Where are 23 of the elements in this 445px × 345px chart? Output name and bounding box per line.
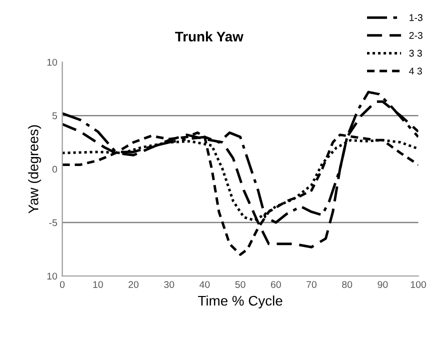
x-tick-label: 80 <box>342 281 352 288</box>
x-tick-label: 100 <box>410 281 426 288</box>
y-tick-label: 10 <box>47 58 58 66</box>
y-tick-label: -5 <box>49 219 58 226</box>
x-tick-label: 50 <box>235 281 246 288</box>
legend-label: 1-3 <box>410 14 422 22</box>
legend-label: 2-3 <box>409 32 422 39</box>
y-tick-label: 0 <box>52 166 58 173</box>
x-axis-title: Time % Cycle <box>198 295 282 308</box>
x-tick-label: 70 <box>306 281 317 288</box>
x-tick-label: 10 <box>93 281 103 288</box>
x-tick-label: 20 <box>128 281 139 288</box>
x-tick-label: 0 <box>60 281 65 288</box>
legend-label: 4 3 <box>409 68 422 75</box>
y-tick-label: 5 <box>52 112 58 120</box>
legend-label: 3 3 <box>409 50 422 57</box>
x-tick-label: 90 <box>378 281 388 288</box>
x-tick-label: 60 <box>270 281 281 288</box>
y-tick-label: 10 <box>47 272 58 280</box>
chart-title: Trunk Yaw <box>175 31 244 42</box>
x-tick-label: 40 <box>200 281 210 288</box>
y-axis-title: Yaw (degrees) <box>28 125 42 214</box>
x-tick-label: 30 <box>164 281 174 288</box>
